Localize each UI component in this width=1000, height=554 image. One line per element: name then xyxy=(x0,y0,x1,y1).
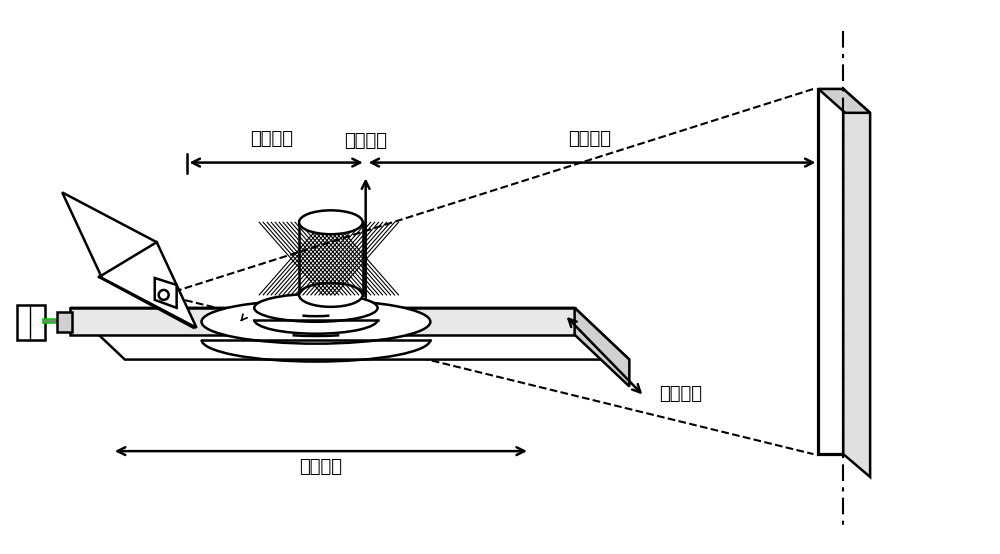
Ellipse shape xyxy=(299,283,363,307)
Text: 距离调整: 距离调整 xyxy=(568,130,611,148)
Polygon shape xyxy=(843,89,870,477)
Polygon shape xyxy=(818,89,870,113)
Ellipse shape xyxy=(202,300,430,343)
Text: 距离调整: 距离调整 xyxy=(250,130,293,148)
Polygon shape xyxy=(575,308,629,387)
Polygon shape xyxy=(70,308,575,335)
Polygon shape xyxy=(57,312,72,332)
Polygon shape xyxy=(62,192,197,328)
Text: 纵向运动: 纵向运动 xyxy=(659,386,702,403)
Polygon shape xyxy=(818,89,843,454)
Text: 升降运动: 升降运动 xyxy=(344,132,387,150)
Bar xyxy=(17,305,45,340)
Ellipse shape xyxy=(254,294,378,322)
Text: 横向运动: 横向运动 xyxy=(299,458,342,476)
Polygon shape xyxy=(155,278,177,308)
Ellipse shape xyxy=(299,211,363,234)
Polygon shape xyxy=(70,308,629,360)
